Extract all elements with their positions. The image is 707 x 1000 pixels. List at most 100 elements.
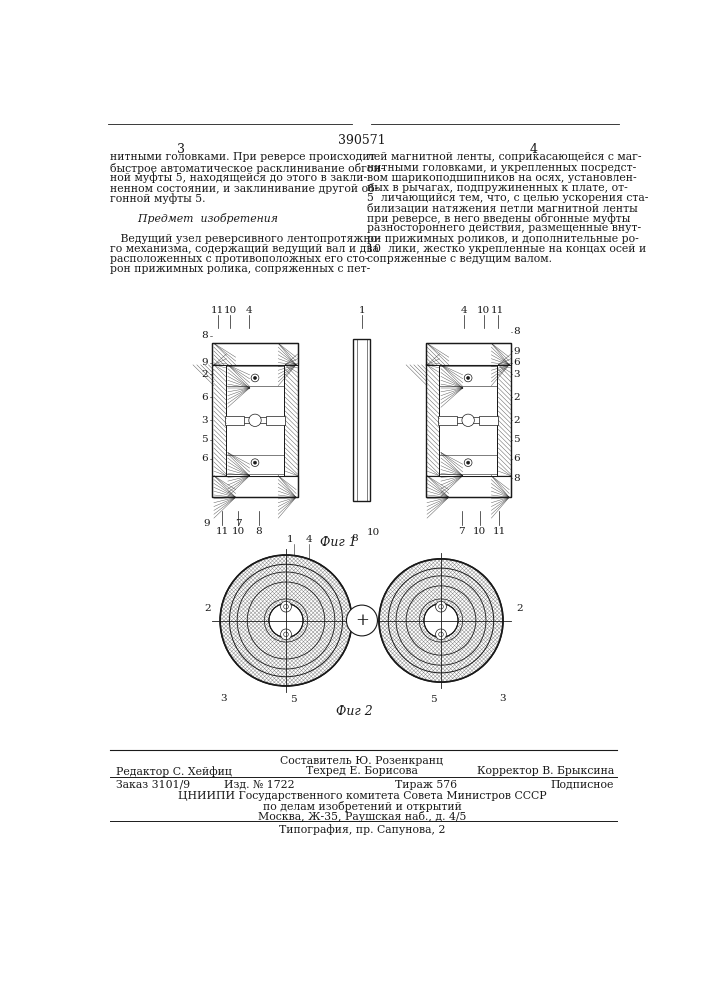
Text: Редактор С. Хейфиц: Редактор С. Хейфиц [115,766,231,777]
Text: 2: 2 [513,393,520,402]
Bar [212,343,298,497]
Text: Техред Е. Борисова: Техред Е. Борисова [306,766,418,776]
Bar [266,416,285,425]
Text: Заказ 3101/9: Заказ 3101/9 [115,780,189,790]
Circle shape [436,601,446,612]
Text: 2: 2 [516,604,522,613]
Circle shape [281,601,291,612]
Circle shape [467,461,469,464]
Text: го механизма, содержащий ведущий вал и два: го механизма, содержащий ведущий вал и д… [110,244,379,254]
Text: ри прижимных роликов, и дополнительные ро-: ри прижимных роликов, и дополнительные р… [368,234,639,244]
Text: 5: 5 [430,695,436,704]
Bar [212,365,226,476]
Bar [479,416,498,425]
Text: сопряженные с ведущим валом.: сопряженные с ведущим валом. [368,254,552,264]
Text: Составитель Ю. Розенкранц: Составитель Ю. Розенкранц [281,756,443,766]
Bar [226,365,284,476]
Text: 11: 11 [493,527,506,536]
Text: Подписное: Подписное [551,780,614,790]
Text: ных в рычагах, подпружиненных к плате, от-: ных в рычагах, подпружиненных к плате, о… [368,183,628,193]
Text: Тираж 576: Тираж 576 [395,780,457,790]
Text: 10: 10 [231,527,245,536]
Bar [426,343,510,497]
Text: 8: 8 [351,534,358,543]
Text: 4: 4 [530,143,538,156]
Text: Корректор В. Брыксина: Корректор В. Брыксина [477,766,614,776]
Text: 6: 6 [201,454,208,463]
Circle shape [253,376,257,379]
Text: 2: 2 [513,416,520,425]
Bar [354,339,370,501]
Text: 4: 4 [306,534,312,544]
Text: 8: 8 [513,327,520,336]
Text: Фиг 2: Фиг 2 [336,705,373,718]
Text: 4: 4 [245,306,252,315]
Text: разностороннего действия, размещенные внут-: разностороннего действия, размещенные вн… [368,223,641,233]
Text: ЦНИИПИ Государственного комитета Совета Министров СССР: ЦНИИПИ Государственного комитета Совета … [177,791,547,801]
Circle shape [251,459,259,467]
Text: Изд. № 1722: Изд. № 1722 [224,780,295,790]
Text: 3: 3 [201,416,208,425]
Text: 7: 7 [459,527,465,536]
Text: 3: 3 [500,694,506,703]
Text: 390571: 390571 [338,134,386,147]
Circle shape [253,461,257,464]
Text: при реверсе, в него введены обгонные муфты: при реверсе, в него введены обгонные муф… [368,213,631,224]
Text: расположенных с противоположных его сто-: расположенных с противоположных его сто- [110,254,368,264]
Text: 2: 2 [204,604,211,613]
Circle shape [462,414,474,426]
Circle shape [346,605,378,636]
Circle shape [464,459,472,467]
Circle shape [467,376,469,379]
Bar [440,365,497,476]
Circle shape [436,629,446,640]
Bar [426,365,440,476]
Text: 10: 10 [367,528,380,537]
Bar [426,476,510,497]
Text: 5: 5 [201,435,208,444]
Text: 11: 11 [211,306,224,315]
Text: 10: 10 [477,306,490,315]
Bar [228,417,282,423]
Circle shape [281,629,291,640]
Text: Ведущий узел реверсивного лентопротяжно-: Ведущий узел реверсивного лентопротяжно- [110,234,381,244]
Text: 10: 10 [473,527,486,536]
Text: лей магнитной ленты, соприкасающейся с маг-: лей магнитной ленты, соприкасающейся с м… [368,152,642,162]
Text: 1: 1 [286,534,293,544]
Text: билизации натяжения петли магнитной ленты: билизации натяжения петли магнитной лент… [368,203,638,214]
Text: ненном состоянии, и заклинивание другой об-: ненном состоянии, и заклинивание другой … [110,183,378,194]
Bar [426,343,510,365]
Text: 6: 6 [513,454,520,463]
Text: Фиг 1: Фиг 1 [320,536,357,549]
Bar [212,343,298,365]
Text: вом шарикоподшипников на осях, установлен-: вом шарикоподшипников на осях, установле… [368,173,637,183]
Text: 3: 3 [513,370,520,379]
Bar [441,417,495,423]
Bar [497,365,510,476]
Bar [440,365,497,476]
Text: +: + [355,612,369,629]
Text: 4: 4 [461,306,467,315]
Text: нитными головками. При реверсе происходит: нитными головками. При реверсе происходи… [110,152,375,162]
Circle shape [464,374,472,382]
Text: 3: 3 [177,143,185,156]
Bar [225,416,244,425]
Text: 8: 8 [201,331,208,340]
Text: 6: 6 [201,393,208,402]
Text: 2: 2 [201,370,208,379]
Bar [212,476,298,497]
Circle shape [379,559,503,682]
Text: 9: 9 [204,519,210,528]
Text: 8: 8 [255,527,262,536]
Circle shape [220,555,352,686]
Text: рон прижимных ролика, сопряженных с пет-: рон прижимных ролика, сопряженных с пет- [110,264,370,274]
Circle shape [251,374,259,382]
Text: 5  личающийся тем, что, с целью ускорения ста-: 5 личающийся тем, что, с целью ускорения… [368,193,649,203]
Bar [356,339,368,501]
Text: 5: 5 [291,695,297,704]
Text: 10: 10 [223,306,237,315]
Circle shape [424,604,458,637]
Text: 6: 6 [513,358,520,367]
Circle shape [249,414,261,426]
Text: Москва, Ж-35, Раушская наб., д. 4/5: Москва, Ж-35, Раушская наб., д. 4/5 [258,811,466,822]
